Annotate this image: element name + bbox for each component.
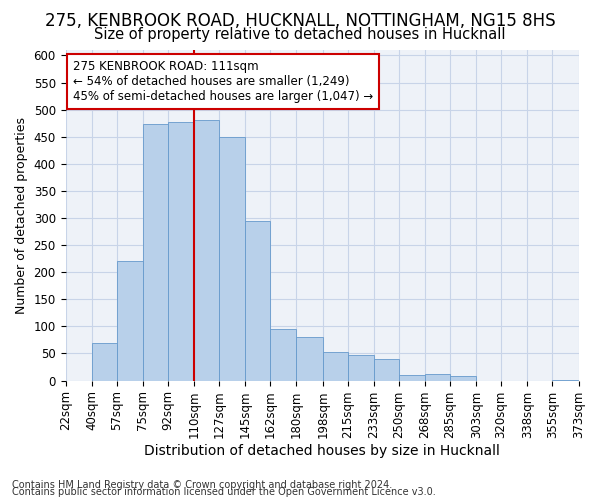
Bar — [92, 342, 116, 380]
Text: 275, KENBROOK ROAD, HUCKNALL, NOTTINGHAM, NG15 8HS: 275, KENBROOK ROAD, HUCKNALL, NOTTINGHAM… — [44, 12, 556, 30]
Bar — [168, 122, 194, 380]
Bar — [374, 359, 399, 380]
Bar — [116, 262, 143, 380]
Bar — [323, 352, 347, 380]
X-axis label: Distribution of detached houses by size in Hucknall: Distribution of detached houses by size … — [144, 444, 500, 458]
Bar — [194, 120, 219, 380]
Text: 275 KENBROOK ROAD: 111sqm
← 54% of detached houses are smaller (1,249)
45% of se: 275 KENBROOK ROAD: 111sqm ← 54% of detac… — [73, 60, 373, 103]
Bar — [143, 124, 168, 380]
Bar — [347, 355, 374, 380]
Bar — [425, 374, 450, 380]
Text: Contains public sector information licensed under the Open Government Licence v3: Contains public sector information licen… — [12, 487, 436, 497]
Text: Contains HM Land Registry data © Crown copyright and database right 2024.: Contains HM Land Registry data © Crown c… — [12, 480, 392, 490]
Bar — [219, 136, 245, 380]
Bar — [270, 329, 296, 380]
Bar — [245, 220, 270, 380]
Text: Size of property relative to detached houses in Hucknall: Size of property relative to detached ho… — [94, 28, 506, 42]
Bar — [296, 337, 323, 380]
Bar — [399, 375, 425, 380]
Bar — [450, 376, 476, 380]
Y-axis label: Number of detached properties: Number of detached properties — [15, 117, 28, 314]
